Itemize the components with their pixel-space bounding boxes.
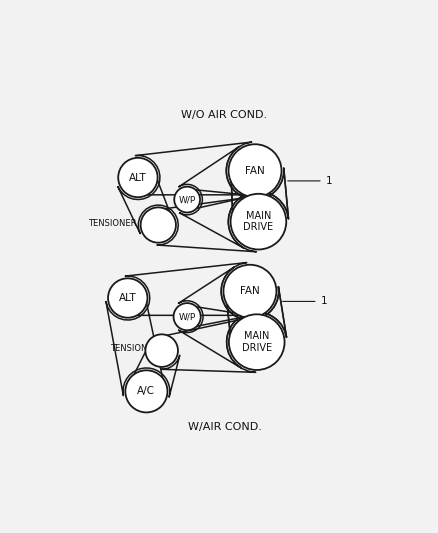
Text: W/O AIR COND.: W/O AIR COND. — [181, 110, 268, 120]
Circle shape — [141, 207, 176, 243]
Text: 1: 1 — [288, 176, 332, 186]
Text: W/P: W/P — [179, 195, 196, 204]
Circle shape — [174, 187, 200, 213]
Text: MAIN
DRIVE: MAIN DRIVE — [244, 211, 273, 232]
Circle shape — [229, 314, 285, 370]
Circle shape — [223, 265, 276, 318]
Circle shape — [145, 334, 178, 367]
Text: W/AIR COND.: W/AIR COND. — [187, 422, 261, 432]
Circle shape — [118, 158, 158, 197]
Text: MAIN
DRIVE: MAIN DRIVE — [242, 332, 272, 353]
Text: TENSIONER: TENSIONER — [110, 344, 158, 353]
Text: A/C: A/C — [138, 386, 155, 397]
Text: W/P: W/P — [179, 312, 196, 321]
Circle shape — [108, 278, 148, 318]
Circle shape — [125, 370, 167, 413]
Circle shape — [173, 303, 201, 330]
Text: 1: 1 — [283, 296, 327, 306]
Text: FAN: FAN — [245, 166, 265, 176]
Circle shape — [229, 144, 282, 197]
Text: FAN: FAN — [240, 286, 260, 296]
Circle shape — [230, 194, 286, 249]
Text: TENSIONER: TENSIONER — [88, 219, 136, 228]
Text: ALT: ALT — [129, 173, 147, 182]
Text: ALT: ALT — [119, 293, 137, 303]
